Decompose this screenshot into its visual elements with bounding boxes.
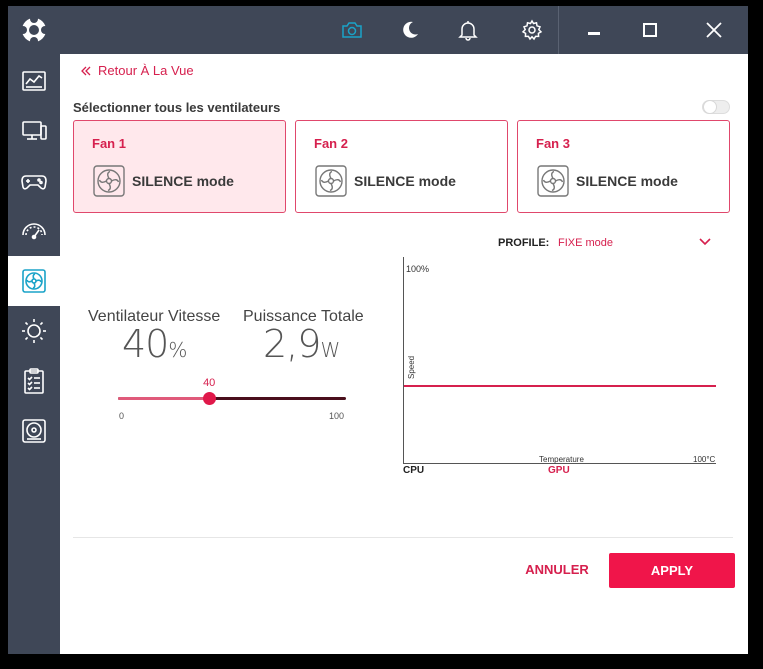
bell-icon [458,21,478,41]
fan-mode-icon [537,165,569,197]
close-button[interactable] [702,18,726,42]
app-window: Retour À La Vue Sélectionner tous les ve… [8,6,748,654]
fan-card-title: Fan 3 [536,136,570,151]
settings-button[interactable] [520,18,544,42]
screenshot-button[interactable] [340,18,364,42]
speed-label: Ventilateur Vitesse [88,308,221,325]
power-unit: W [320,338,341,362]
minimize-button[interactable] [582,18,606,42]
fan-mode-icon [93,165,125,197]
maximize-button[interactable] [638,18,662,42]
profile-select[interactable]: FIXE mode [558,237,614,249]
back-link-label: Retour À La Vue [98,63,194,78]
maximize-icon [643,23,657,37]
sidebar-item-performance[interactable] [8,206,60,256]
camera-icon [342,22,362,38]
speed-value: 40 [122,322,169,366]
gauge-icon [22,223,46,240]
fan-card-2[interactable]: Fan 2 SILENCE mode [295,120,508,213]
dashboard-icon [22,71,46,91]
moon-icon [403,21,418,38]
fan-mode-icon [315,165,347,197]
fan-card-3[interactable]: Fan 3 SILENCE mode [517,120,730,213]
fan-mode-label: SILENCE mode [354,173,456,189]
disk-icon [22,419,46,443]
speed-readout: 40% [122,322,187,366]
speed-unit: % [168,338,188,362]
fan-card-title: Fan 1 [92,136,126,151]
slider-thumb[interactable] [203,392,217,405]
logo-icon [19,15,49,45]
slider-min-label: 0 [119,411,125,421]
graph-y-axis-label: Speed [407,356,416,379]
sidebar-item-gaming[interactable] [8,156,60,206]
apply-button[interactable]: APPLY [609,553,735,588]
cancel-button[interactable]: ANNULER [516,555,598,585]
graph-y-top-label: 100% [406,264,429,274]
app-logo[interactable] [8,6,60,54]
chevron-down-icon[interactable] [698,235,712,249]
tab-gpu[interactable]: GPU [548,465,570,476]
fan-curve-graph[interactable]: 100% Speed Temperature 100°C [403,257,716,464]
power-value: 2,9 [263,322,321,366]
graph-x-axis-label: Temperature [539,455,584,464]
notifications-button[interactable] [456,18,480,42]
sidebar-item-tasks[interactable] [8,356,60,406]
power-label: Puissance Totale [243,308,364,325]
slider-fill [118,397,210,400]
double-chevron-left-icon [81,66,91,75]
select-all-toggle[interactable] [702,100,730,114]
sidebar-item-dashboard[interactable] [8,56,60,106]
slider-max-label: 100 [329,411,345,421]
gear-icon [521,19,543,41]
back-link[interactable]: Retour À La Vue [80,63,194,78]
tab-cpu[interactable]: CPU [403,465,425,476]
monitor-icon [22,121,47,140]
title-bar [60,6,748,54]
sun-icon [22,319,46,343]
sidebar [8,6,60,654]
titlebar-divider [558,6,559,54]
minimize-icon [588,32,600,35]
fan-mode-label: SILENCE mode [132,173,234,189]
sidebar-item-monitor[interactable] [8,106,60,156]
sidebar-item-lighting[interactable] [8,306,60,356]
dark-mode-button[interactable] [398,18,422,42]
gamepad-icon [21,175,47,190]
checklist-icon [24,368,44,394]
toggle-knob [703,100,717,114]
power-readout: 2,9W [263,322,340,366]
fan-card-1[interactable]: Fan 1 SILENCE mode [73,120,286,213]
speed-slider[interactable] [118,392,346,405]
sidebar-item-fans[interactable] [8,256,60,306]
fan-card-title: Fan 2 [314,136,348,151]
close-icon [706,22,722,38]
sidebar-item-storage[interactable] [8,406,60,456]
footer-divider [73,537,733,538]
fan-mode-label: SILENCE mode [576,173,678,189]
fan-icon [22,269,46,293]
slider-value-label: 40 [203,377,216,389]
graph-x-max-label: 100°C [693,455,716,464]
select-all-label: Sélectionner tous les ventilateurs [73,100,281,115]
profile-label: PROFILE: [498,237,550,249]
